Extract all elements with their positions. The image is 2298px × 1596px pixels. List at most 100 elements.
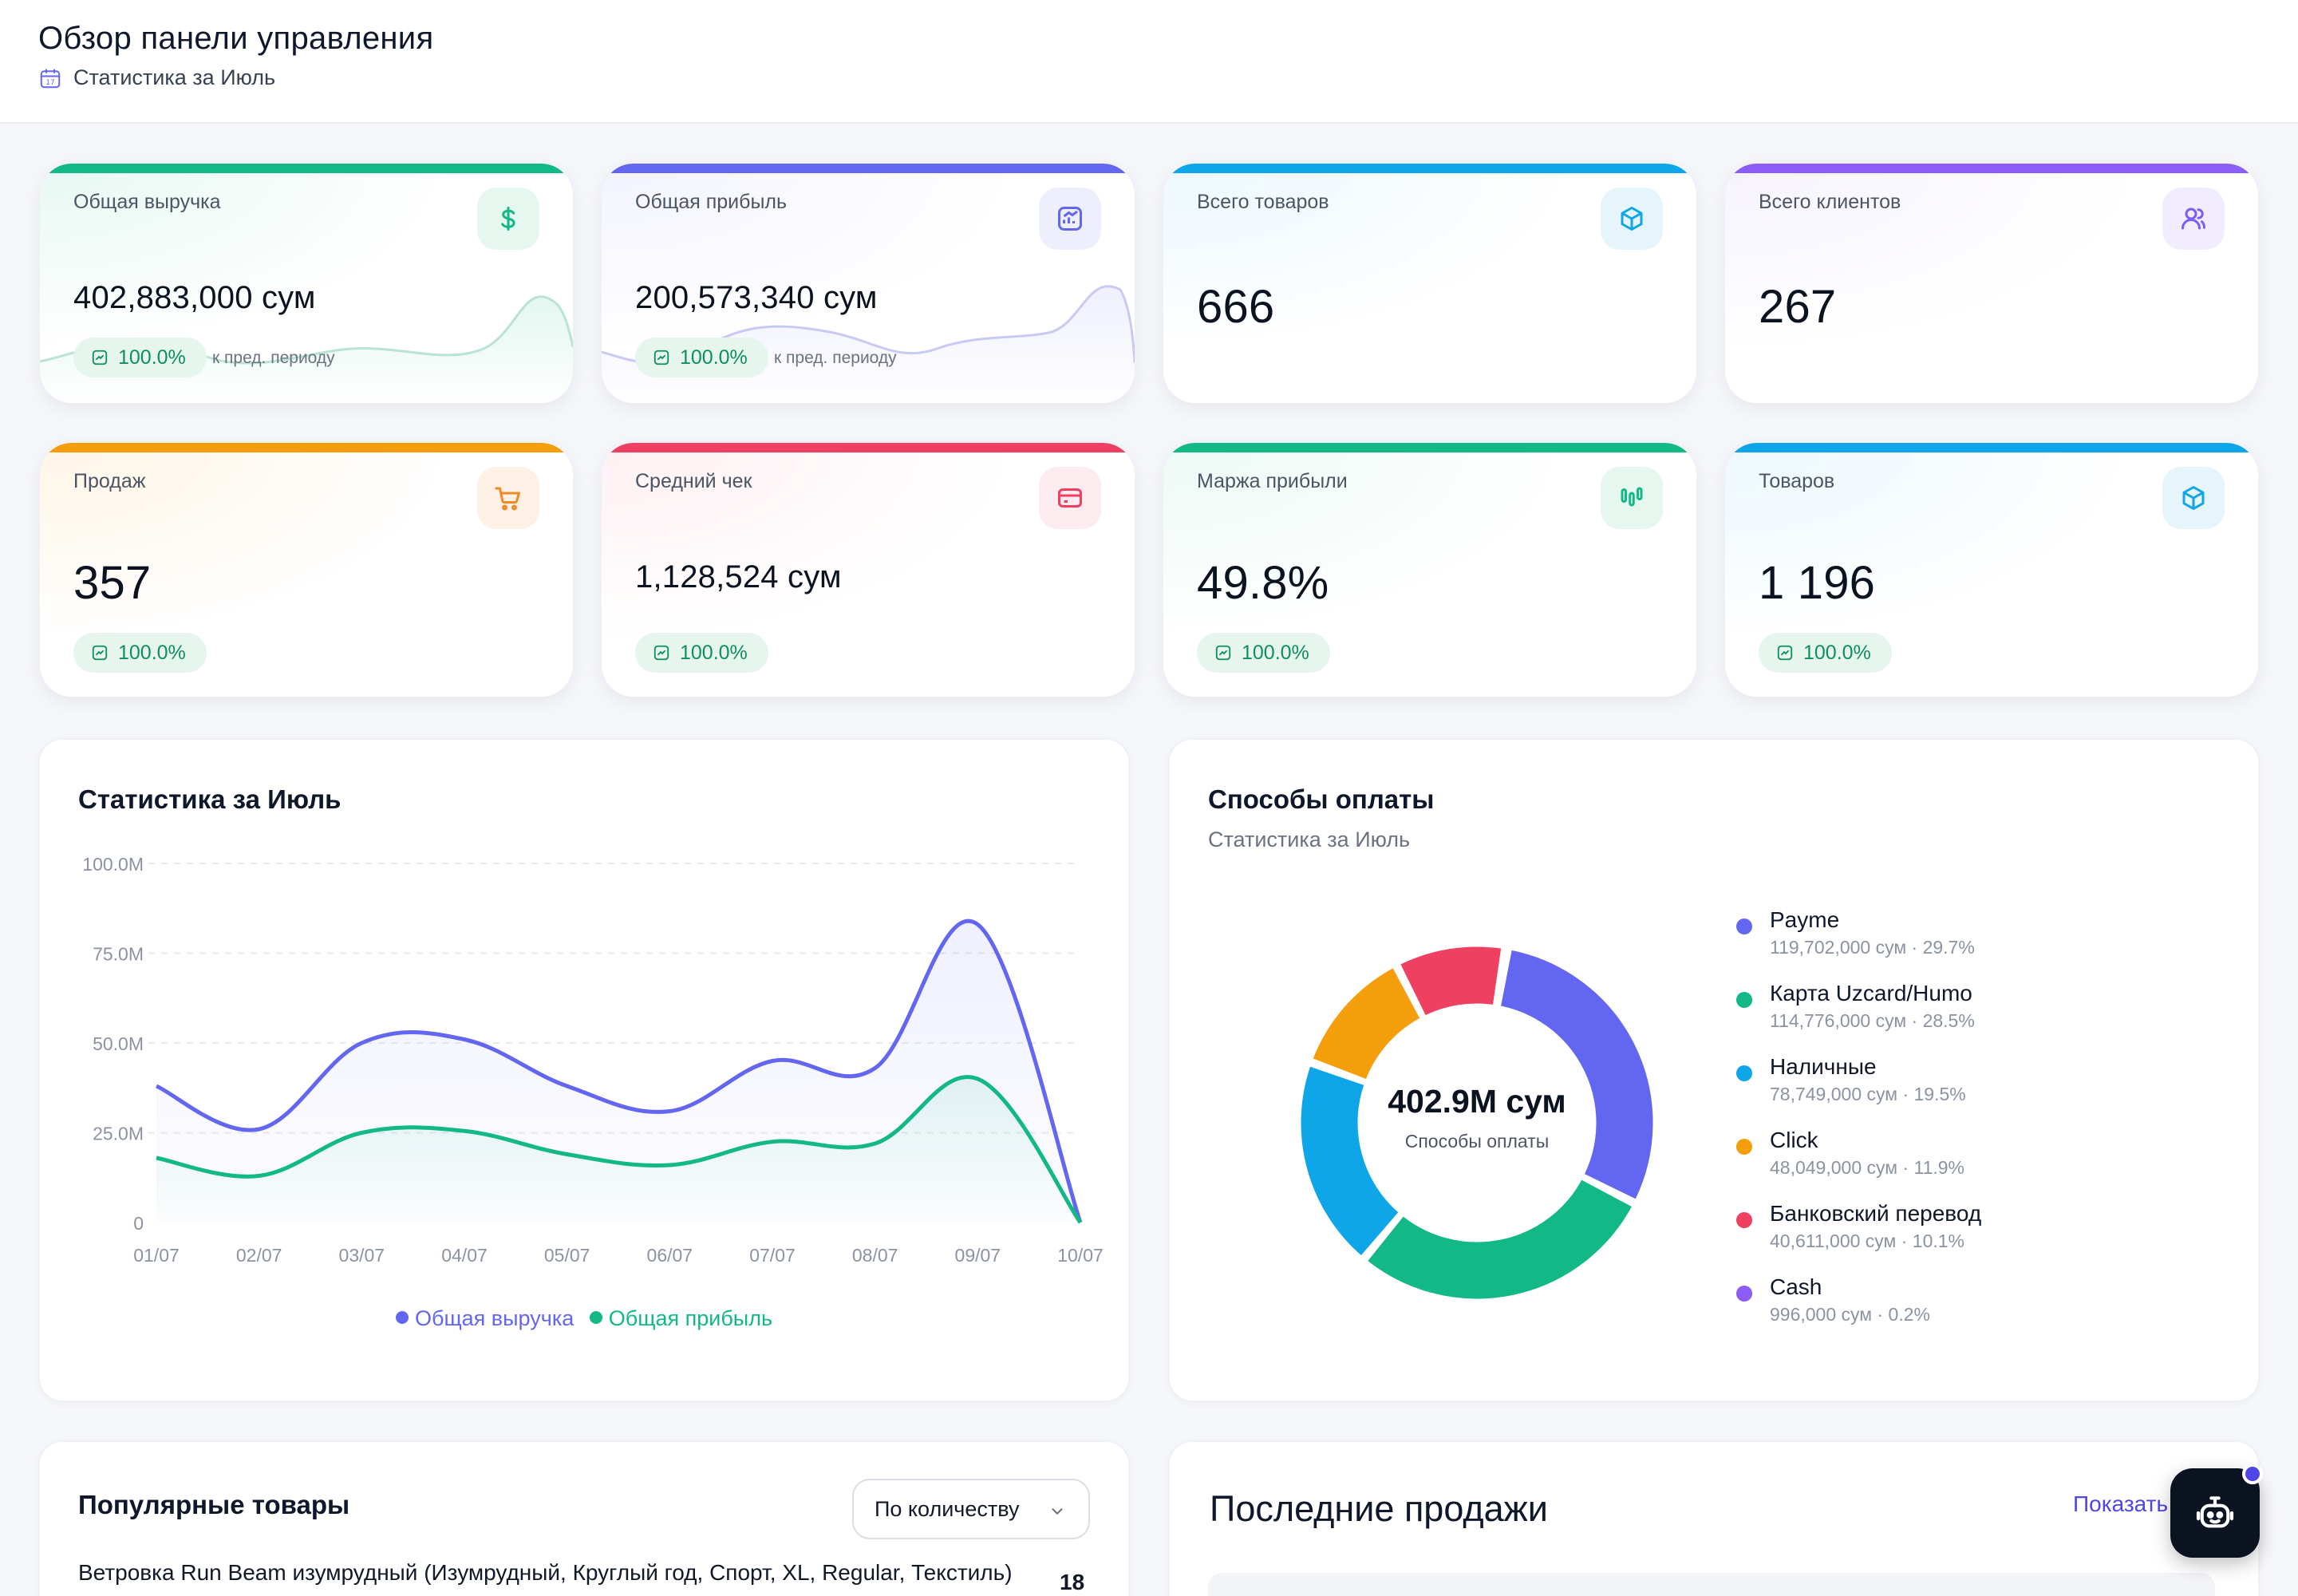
trend-badge: 100.0%: [1197, 633, 1330, 673]
card-profit-margin: Маржа прибыли 49.8% 100.0%: [1163, 443, 1696, 697]
card-label: Маржа прибыли: [1197, 470, 1348, 492]
y-tick-label: 50.0M: [93, 1033, 144, 1054]
card-total-revenue: Общая выручка 402,883,000 сум 100.0% к п…: [40, 164, 573, 403]
trend-up-icon: [653, 645, 669, 661]
payments-legend: Payme 119,702,000 сум · 29.7% Карта Uzca…: [1736, 906, 1981, 1346]
trend-badge: 100.0%: [73, 633, 207, 673]
y-tick-label: 100.0M: [82, 854, 144, 875]
trend-up-icon: [92, 350, 108, 365]
donut-slice[interactable]: [1498, 947, 1656, 1203]
stats-chart-panel: Статистика за Июль 0 25.0M 50.0M 75.0M 100.0…: [38, 738, 1130, 1402]
trend-note: к пред. периоду: [774, 349, 897, 367]
y-tick-label: 0: [133, 1213, 144, 1234]
donut-slice[interactable]: [1364, 1176, 1635, 1302]
payment-name: Payme: [1770, 907, 1840, 932]
card-label: Товаров: [1759, 470, 1835, 492]
card-label: Продаж: [73, 470, 146, 492]
y-tick-label: 75.0M: [93, 944, 144, 965]
payments-panel: Способы оплаты Статистика за Июль 402.9M…: [1168, 738, 2260, 1402]
payment-detail: 119,702,000 сум · 29.7%: [1770, 937, 1975, 958]
donut-slice[interactable]: [1496, 946, 1511, 1009]
sort-select[interactable]: По количеству: [852, 1479, 1090, 1539]
page-subtitle: 17 Статистика за Июль: [38, 65, 275, 90]
card-icon-wrap: [1601, 467, 1663, 529]
card-icon-wrap: [2162, 467, 2225, 529]
x-tick-label: 09/07: [955, 1245, 1001, 1266]
card-icon-wrap: [1601, 188, 1663, 250]
trend-badge: 100.0%: [635, 338, 768, 377]
chevron-down-icon: [1052, 1508, 1063, 1515]
payment-dot: [1736, 1212, 1752, 1228]
trend-badge: 100.0%: [635, 633, 768, 673]
legend-item-profit[interactable]: Общая прибыль: [589, 1306, 772, 1331]
calendar-icon: 17: [40, 69, 61, 88]
legend-dot: [395, 1311, 409, 1324]
payment-item-bank-transfer[interactable]: Банковский перевод 40,611,000 сум · 10.1…: [1736, 1199, 1981, 1273]
product-name[interactable]: Ветровка Run Beam изумрудный (Изумрудный…: [78, 1560, 1013, 1585]
x-tick-label: 03/07: [339, 1245, 385, 1266]
payment-item-cash[interactable]: Cash 996,000 сум · 0.2%: [1736, 1273, 1981, 1346]
robot-icon: [2196, 1496, 2234, 1528]
trend-up-icon: [1777, 645, 1793, 661]
assistant-button[interactable]: [2170, 1468, 2260, 1558]
popular-panel-title: Популярные товары: [78, 1490, 350, 1519]
card-icon-wrap: [477, 188, 539, 250]
card-label: Общая выручка: [73, 191, 221, 213]
payment-dot: [1736, 992, 1752, 1008]
payment-name: Click: [1770, 1128, 1818, 1152]
card-products-count: Товаров 1 196 100.0%: [1725, 443, 2258, 697]
card-label: Средний чек: [635, 470, 752, 492]
series-line[interactable]: [155, 918, 1083, 1223]
payments-donut-chart: [1298, 944, 1656, 1302]
payment-name: Cash: [1770, 1274, 1822, 1299]
box-icon: [1621, 207, 1643, 231]
card-label: Всего клиентов: [1759, 191, 1901, 213]
line-chart-legend: Общая выручка Общая прибыль: [40, 1306, 1128, 1331]
x-tick-label: 02/07: [236, 1245, 282, 1266]
x-tick-label: 07/07: [749, 1245, 796, 1266]
trend-badge-value: 100.0%: [118, 346, 186, 369]
payment-dot: [1736, 1286, 1752, 1302]
popular-products-panel: Популярные товары По количеству Ветровка…: [38, 1440, 1130, 1596]
trend-up-icon: [653, 350, 669, 365]
legend-dot: [589, 1311, 602, 1324]
trend-badge-value: 100.0%: [118, 641, 186, 664]
x-tick-label: 05/07: [544, 1245, 590, 1266]
donut-slice[interactable]: [1309, 965, 1423, 1082]
profit-sparkline: [602, 285, 1135, 403]
svg-text:17: 17: [45, 79, 54, 87]
payment-dot: [1736, 918, 1752, 934]
payment-item-cash-uzs[interactable]: Наличные 78,749,000 сум · 19.5%: [1736, 1053, 1981, 1126]
y-tick-label: 25.0M: [93, 1124, 144, 1144]
donut-center-value: 402.9M сум: [1388, 1083, 1566, 1120]
trend-badge-value: 100.0%: [680, 641, 748, 664]
users-icon: [2182, 207, 2205, 230]
trend-up-icon: [1215, 645, 1231, 661]
payment-item-payme[interactable]: Payme 119,702,000 сум · 29.7%: [1736, 906, 1981, 979]
cart-icon: [495, 487, 520, 511]
donut-slice[interactable]: [1397, 944, 1504, 1019]
x-tick-label: 06/07: [647, 1245, 693, 1266]
payment-item-uzcard[interactable]: Карта Uzcard/Humo 114,776,000 сум · 28.5…: [1736, 979, 1981, 1053]
payment-dot: [1736, 1139, 1752, 1155]
trend-badge: 100.0%: [73, 338, 207, 377]
trend-note: к пред. периоду: [212, 349, 335, 367]
payments-panel-subtitle: Статистика за Июль: [1208, 828, 1411, 851]
series-area: [156, 1077, 1080, 1223]
card-icon: [1058, 488, 1082, 508]
payment-item-click[interactable]: Click 48,049,000 сум · 11.9%: [1736, 1126, 1981, 1199]
legend-item-revenue[interactable]: Общая выручка: [395, 1306, 574, 1331]
card-value: 1,128,524 сум: [635, 559, 842, 595]
payment-dot: [1736, 1065, 1752, 1081]
page-title: Обзор панели управления: [38, 21, 434, 56]
series-line[interactable]: [156, 1075, 1083, 1224]
page-subtitle-text: Статистика за Июль: [73, 65, 276, 89]
payment-name: Наличные: [1770, 1054, 1877, 1079]
card-total-products: Всего товаров 666: [1163, 164, 1696, 403]
trend-badge-value: 100.0%: [1242, 641, 1309, 664]
revenue-sparkline: [40, 295, 573, 403]
card-value: 402,883,000 сум: [73, 280, 316, 315]
card-value: 200,573,340 сум: [635, 280, 878, 315]
dollar-icon: [501, 207, 515, 231]
donut-slice[interactable]: [1298, 1063, 1402, 1259]
